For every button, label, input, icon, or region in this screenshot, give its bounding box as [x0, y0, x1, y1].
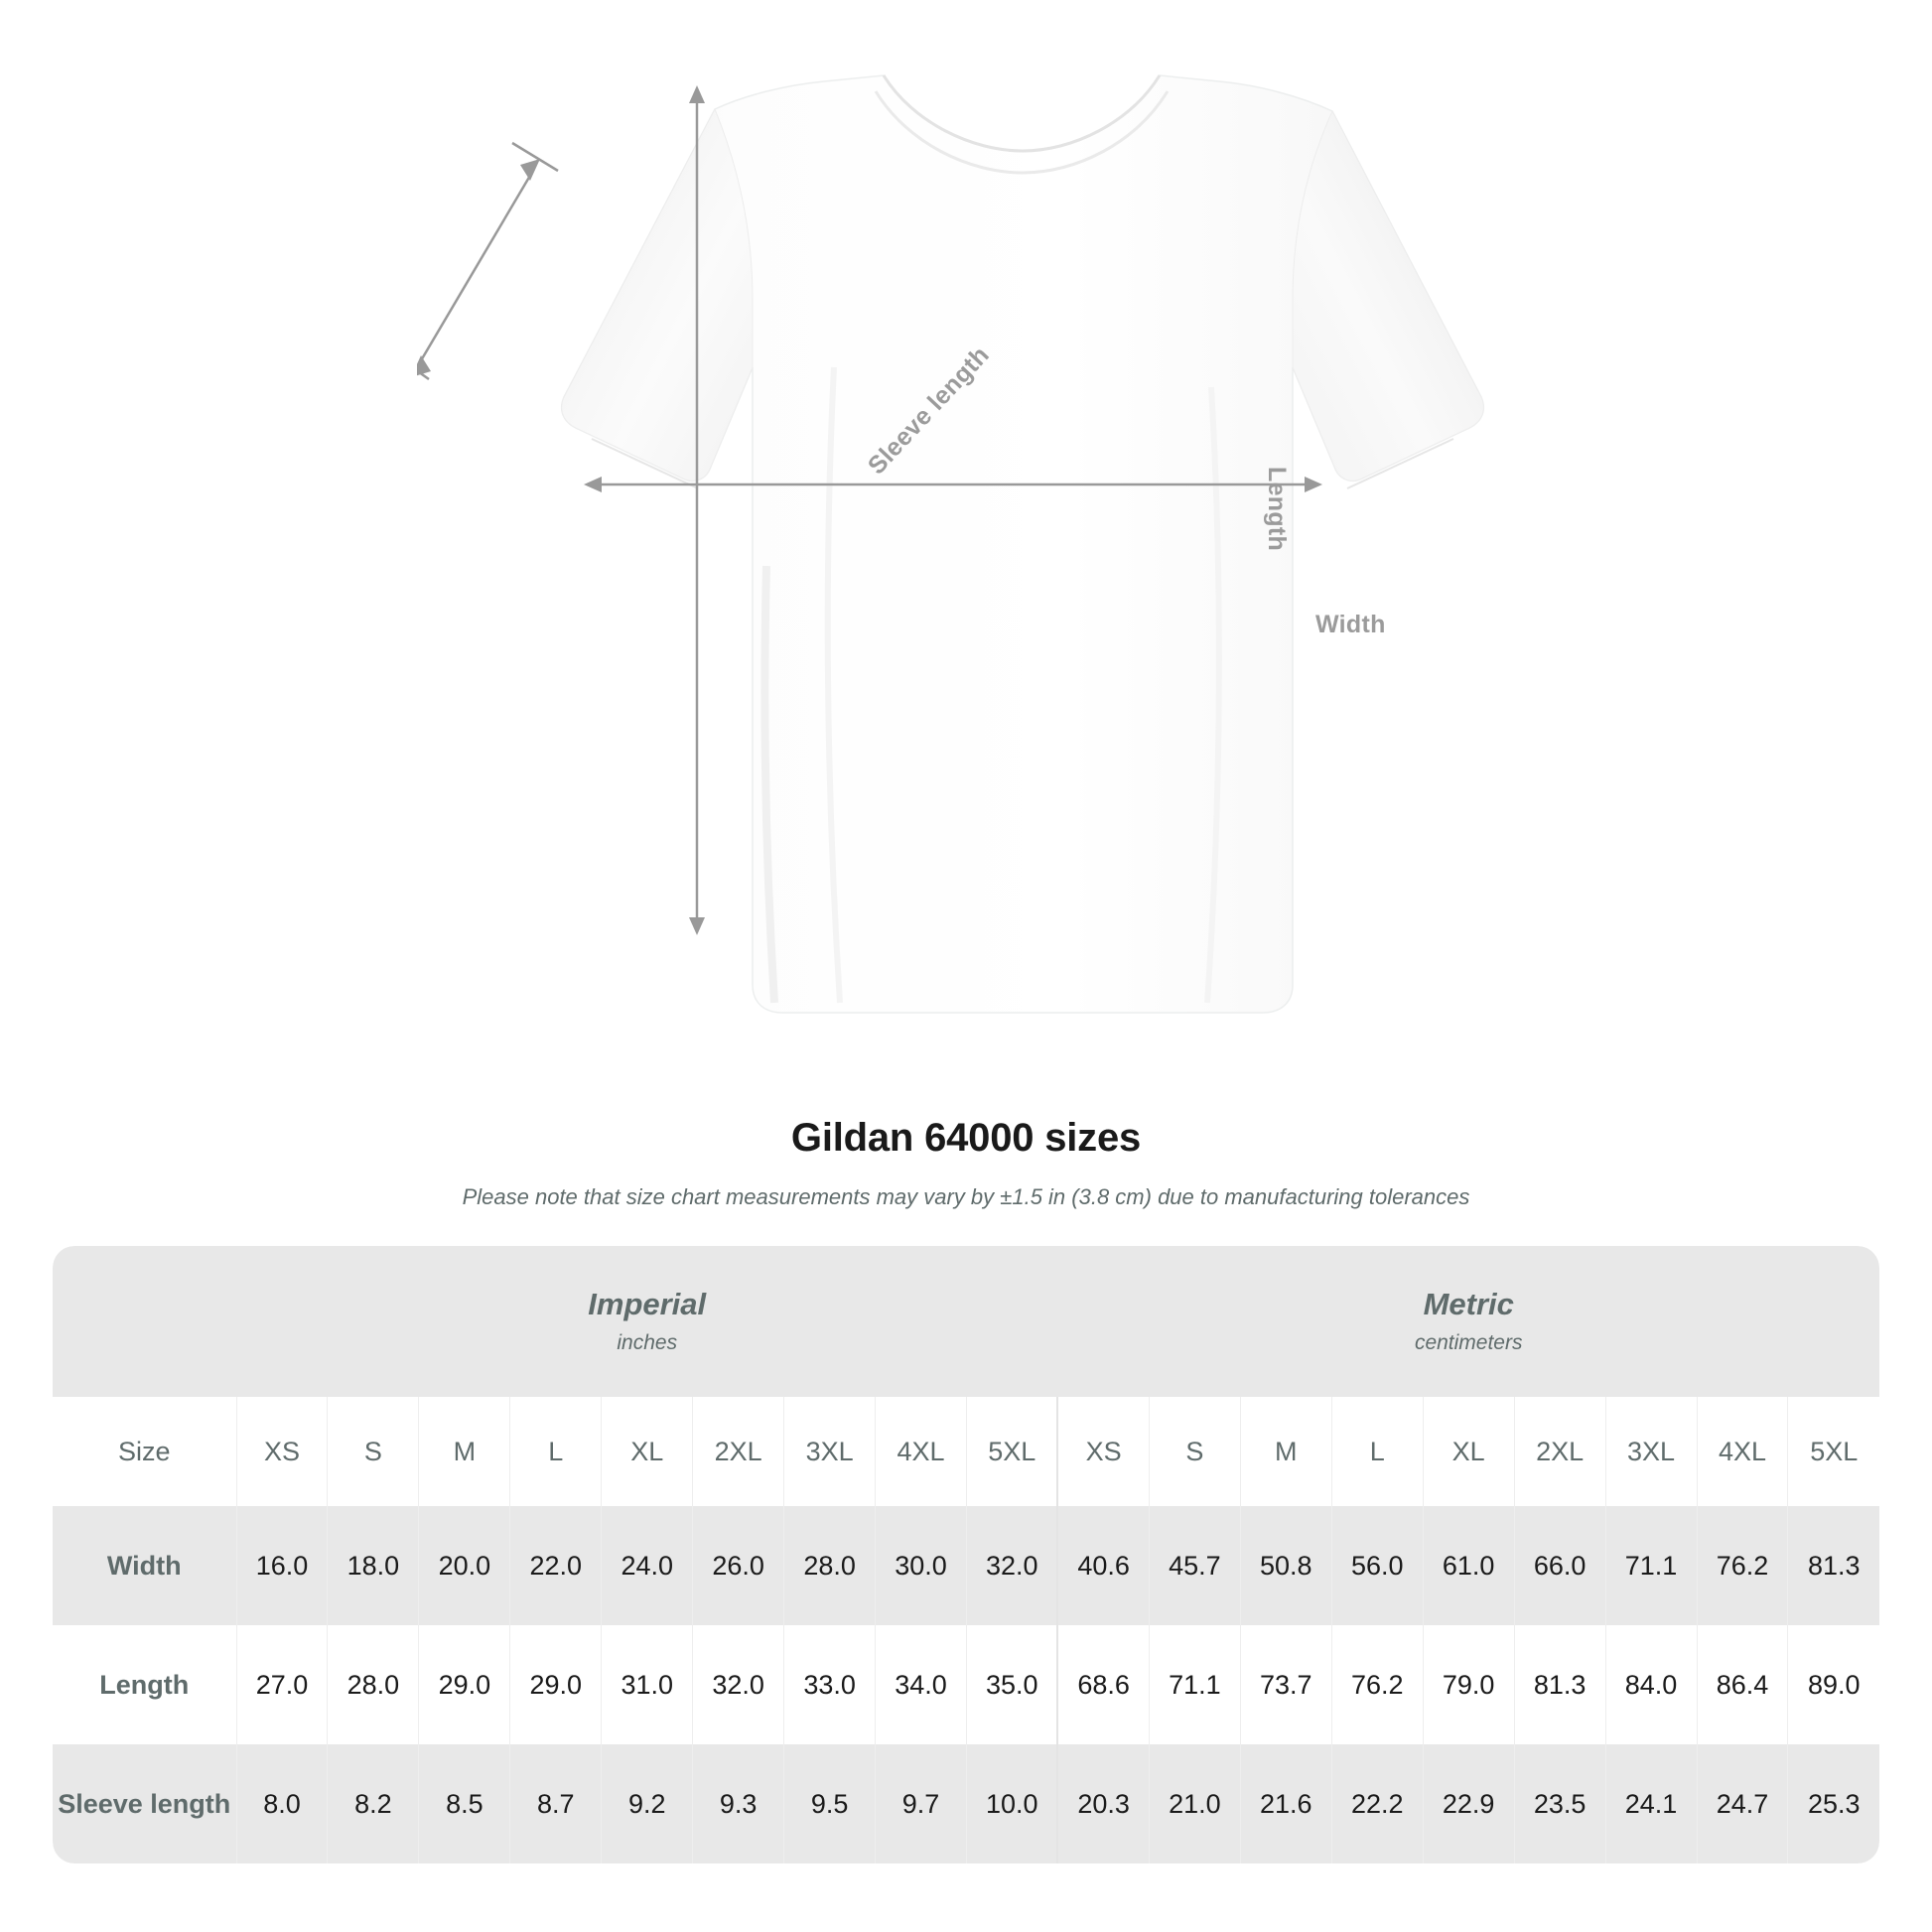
table-cell: 66.0 [1513, 1506, 1606, 1625]
size-header-cell: M [418, 1397, 510, 1506]
table-row: Width 16.0 18.0 20.0 22.0 24.0 26.0 28.0 30.0 32… [53, 1506, 1879, 1625]
table-cell: 9.7 [875, 1744, 967, 1863]
row-label: Length [53, 1625, 236, 1744]
table-cell: 50.8 [1239, 1506, 1332, 1625]
unit-name-imperial: Imperial [588, 1286, 707, 1321]
size-header-cell: 5XL [966, 1397, 1058, 1506]
page-title: Gildan 64000 sizes [790, 1116, 1142, 1160]
table-cell: 40.6 [1056, 1506, 1150, 1625]
row-label: Width [53, 1506, 236, 1625]
table-cell: 25.3 [1787, 1744, 1879, 1863]
size-header-row: Size XS S M L XL 2XL 3XL 4XL 5XL XS S M L XL 2XL 3XL 4XL… [53, 1397, 1879, 1506]
table-cell: 31.0 [601, 1625, 693, 1744]
table-cell: 23.5 [1513, 1744, 1606, 1863]
unit-sub-imperial: inches [617, 1331, 678, 1355]
table-cell: 30.0 [875, 1506, 967, 1625]
size-header-cell: 4XL [1696, 1397, 1788, 1506]
table-cell: 32.0 [966, 1506, 1058, 1625]
table-cell: 8.7 [509, 1744, 602, 1863]
table-cell: 81.3 [1513, 1625, 1606, 1744]
table-cell: 20.3 [1056, 1744, 1150, 1863]
table-cell: 24.7 [1696, 1744, 1788, 1863]
table-cell: 24.0 [601, 1506, 693, 1625]
size-header-cell: 4XL [875, 1397, 967, 1506]
table-cell: 18.0 [327, 1506, 419, 1625]
size-chart-table-container: Imperial inches Metric centimeters Size … [53, 1246, 1879, 1863]
table-cell: 9.3 [692, 1744, 784, 1863]
unit-row-spacer [53, 1246, 236, 1397]
chart-heading-block: Gildan 64000 sizes Please note that size… [0, 1116, 1932, 1210]
table-cell: 76.2 [1696, 1506, 1788, 1625]
size-header-cell: XL [1422, 1397, 1515, 1506]
size-header-cell: XS [1056, 1397, 1150, 1506]
table-cell: 16.0 [235, 1506, 328, 1625]
size-header-cell: 3XL [783, 1397, 876, 1506]
unit-name-metric: Metric [1423, 1286, 1514, 1321]
tolerance-note: Please note that size chart measurements… [462, 1184, 1470, 1209]
table-cell: 76.2 [1330, 1625, 1424, 1744]
size-header-cell: L [509, 1397, 602, 1506]
size-header-cell: 3XL [1604, 1397, 1697, 1506]
size-header-cell: 2XL [1513, 1397, 1606, 1506]
table-cell: 86.4 [1696, 1625, 1788, 1744]
table-cell: 21.6 [1239, 1744, 1332, 1863]
table-cell: 29.0 [418, 1625, 510, 1744]
size-header-cell: 2XL [692, 1397, 784, 1506]
diagram-label-length: Length [1263, 467, 1291, 552]
table-cell: 84.0 [1604, 1625, 1697, 1744]
table-cell: 29.0 [509, 1625, 602, 1744]
table-cell: 73.7 [1239, 1625, 1332, 1744]
size-chart-table: Imperial inches Metric centimeters Size … [53, 1246, 1879, 1863]
tshirt-diagram: Width Length Sleeve length [417, 69, 1519, 1072]
table-cell: 8.0 [235, 1744, 328, 1863]
table-cell: 21.0 [1148, 1744, 1241, 1863]
table-cell: 22.2 [1330, 1744, 1424, 1863]
size-header-cell: XL [601, 1397, 693, 1506]
table-cell: 45.7 [1148, 1506, 1241, 1625]
table-cell: 34.0 [875, 1625, 967, 1744]
tshirt-graphic [417, 74, 1485, 1014]
table-cell: 8.5 [418, 1744, 510, 1863]
size-header-cell: S [1148, 1397, 1241, 1506]
table-cell: 9.2 [601, 1744, 693, 1863]
table-cell: 81.3 [1787, 1506, 1879, 1625]
row-label: Sleeve length [53, 1744, 236, 1863]
size-header-cell: M [1239, 1397, 1332, 1506]
table-cell: 27.0 [235, 1625, 328, 1744]
table-cell: 9.5 [783, 1744, 876, 1863]
unit-sub-metric: centimeters [1414, 1331, 1523, 1355]
table-cell: 89.0 [1787, 1625, 1879, 1744]
table-cell: 79.0 [1422, 1625, 1515, 1744]
size-header-cell: XS [235, 1397, 328, 1506]
diagram-label-width: Width [1315, 611, 1386, 638]
table-cell: 33.0 [783, 1625, 876, 1744]
table-cell: 22.0 [509, 1506, 602, 1625]
unit-system-row: Imperial inches Metric centimeters [53, 1246, 1879, 1397]
unit-header-metric: Metric centimeters [1057, 1246, 1879, 1397]
table-row: Sleeve length 8.0 8.2 8.5 8.7 9.2 9.3 9.5 9.7 10… [53, 1744, 1879, 1863]
table-cell: 71.1 [1148, 1625, 1241, 1744]
tshirt-illustration: Width Length Sleeve length [417, 69, 1519, 1072]
table-cell: 68.6 [1056, 1625, 1150, 1744]
table-cell: 61.0 [1422, 1506, 1515, 1625]
table-cell: 28.0 [783, 1506, 876, 1625]
table-cell: 28.0 [327, 1625, 419, 1744]
table-cell: 10.0 [966, 1744, 1058, 1863]
table-cell: 8.2 [327, 1744, 419, 1863]
table-cell: 71.1 [1604, 1506, 1697, 1625]
table-cell: 22.9 [1422, 1744, 1515, 1863]
table-cell: 35.0 [966, 1625, 1058, 1744]
table-row: Length 27.0 28.0 29.0 29.0 31.0 32.0 33.0 34.0 3… [53, 1625, 1879, 1744]
table-cell: 20.0 [418, 1506, 510, 1625]
size-header-cell: L [1330, 1397, 1424, 1506]
size-header-cell: S [327, 1397, 419, 1506]
size-header-cell: 5XL [1787, 1397, 1879, 1506]
table-cell: 26.0 [692, 1506, 784, 1625]
table-cell: 24.1 [1604, 1744, 1697, 1863]
table-cell: 32.0 [692, 1625, 784, 1744]
table-cell: 56.0 [1330, 1506, 1424, 1625]
size-header-label: Size [53, 1397, 236, 1506]
unit-header-imperial: Imperial inches [236, 1246, 1058, 1397]
